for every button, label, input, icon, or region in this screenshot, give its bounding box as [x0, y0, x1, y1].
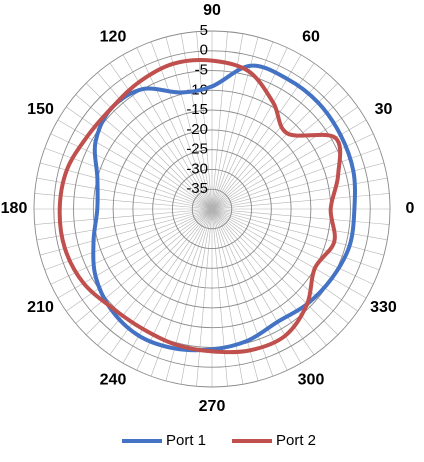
- radial-tick-label: -25: [186, 141, 208, 158]
- angle-gridline: [211, 193, 390, 210]
- angle-gridline: [34, 193, 213, 210]
- angle-gridline: [180, 208, 213, 385]
- angle-tick-label: 330: [370, 299, 397, 316]
- radial-gridline: [152, 149, 272, 269]
- legend: Port 1 Port 2: [122, 432, 316, 449]
- radial-tick-label: 0: [200, 42, 208, 59]
- angle-gridline: [75, 94, 213, 210]
- angle-gridline: [211, 208, 228, 387]
- angle-gridline: [211, 177, 388, 210]
- angle-gridline: [57, 119, 213, 210]
- angle-tick-label: 150: [27, 101, 54, 118]
- angle-gridline: [85, 82, 213, 210]
- series-line-port-1: [91, 63, 357, 353]
- angle-gridline: [211, 208, 385, 256]
- angle-gridline: [211, 162, 385, 210]
- angle-tick-label: 180: [1, 200, 28, 217]
- radial-gridline: [112, 109, 312, 309]
- angle-gridline: [211, 208, 358, 312]
- angle-tick-label: 120: [100, 29, 127, 46]
- angle-tick-label: 270: [199, 398, 226, 415]
- angle-gridline: [34, 208, 213, 225]
- radial-gridline: [191, 188, 233, 230]
- angle-gridline: [109, 208, 213, 355]
- radial-gridline: [132, 129, 292, 289]
- angle-gridline: [211, 208, 388, 241]
- angle-tick-label: 90: [203, 2, 221, 19]
- angle-gridline: [211, 208, 367, 299]
- data-series: [57, 58, 357, 355]
- angle-gridline: [66, 208, 213, 312]
- angle-gridline: [211, 208, 380, 271]
- angle-gridline: [97, 72, 213, 210]
- angle-gridline: [211, 133, 374, 210]
- angle-gridline: [211, 208, 259, 382]
- series-line-port-2: [57, 58, 343, 355]
- angle-gridline: [136, 208, 213, 371]
- angle-tick-label: 240: [100, 372, 127, 389]
- angle-gridline: [85, 208, 213, 336]
- angle-tick-labels: 0 30 60 90 120 150 180 210 240 270 300 330: [1, 2, 415, 415]
- angle-gridline: [211, 208, 390, 225]
- angle-tick-label: 0: [406, 200, 415, 217]
- angle-tick-label: 300: [298, 372, 325, 389]
- angle-gridline: [50, 133, 213, 210]
- angle-gridline: [39, 208, 213, 256]
- radial-tick-label: -35: [186, 180, 208, 197]
- radial-gridline: [171, 168, 253, 250]
- angle-gridline: [196, 208, 213, 387]
- angle-gridline: [211, 41, 274, 210]
- angle-gridline: [211, 208, 349, 324]
- radial-tick-label: 5: [200, 22, 208, 39]
- angle-gridline: [75, 208, 213, 324]
- angle-gridline: [165, 208, 213, 382]
- angle-gridline: [36, 208, 213, 241]
- radial-gridline: [33, 30, 391, 388]
- radial-tick-label: -20: [186, 121, 208, 138]
- legend-label: Port 2: [276, 432, 316, 449]
- angle-gridline: [211, 72, 327, 210]
- radial-tick-label: -5: [195, 62, 208, 79]
- angle-gridline: [211, 47, 288, 210]
- angle-gridline: [109, 63, 213, 210]
- radial-tick-label: -30: [186, 160, 208, 177]
- angle-gridline: [211, 208, 327, 346]
- angle-tick-label: 30: [375, 101, 393, 118]
- angle-gridline: [211, 33, 244, 210]
- angle-gridline: [211, 208, 374, 285]
- angle-gridline: [211, 63, 315, 210]
- angle-gridline: [97, 208, 213, 346]
- angle-gridline: [211, 31, 228, 210]
- radial-gridline: [53, 50, 371, 368]
- angle-gridline: [36, 177, 213, 210]
- angle-gridline: [211, 208, 339, 336]
- angle-gridline: [44, 208, 213, 271]
- radial-tick-labels: 50-5-10-15-20-25-30-35: [186, 22, 208, 197]
- angle-gridline: [66, 106, 213, 210]
- legend-label: Port 1: [166, 432, 206, 449]
- angle-gridline: [211, 208, 244, 385]
- angle-gridline: [211, 208, 315, 355]
- radial-tick-label: -15: [186, 101, 208, 118]
- angle-gridline: [150, 208, 213, 377]
- angle-tick-label: 210: [27, 299, 54, 316]
- angle-tick-label: 60: [302, 29, 320, 46]
